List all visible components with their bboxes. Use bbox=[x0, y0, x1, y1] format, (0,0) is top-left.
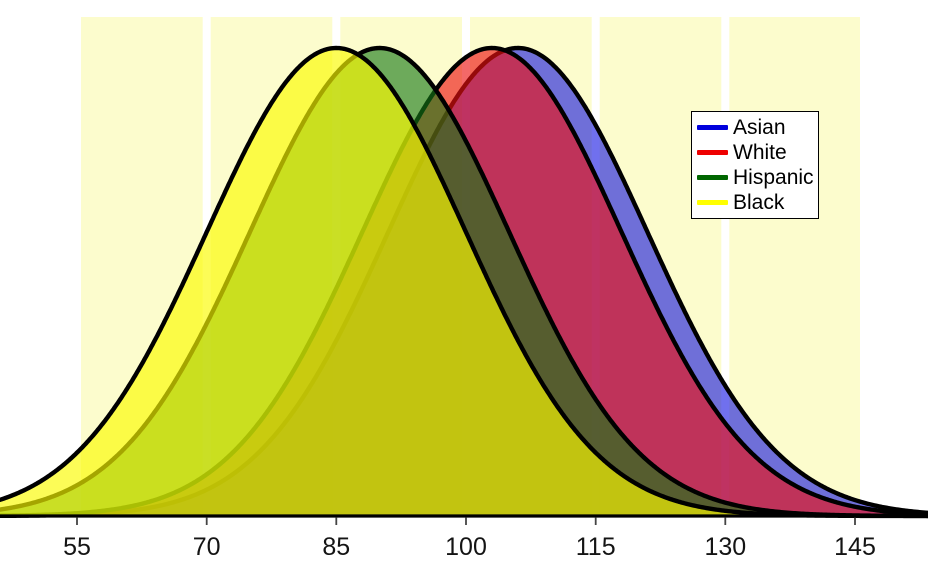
legend-line-swatch-white bbox=[697, 150, 728, 155]
legend: Asian White Hispanic Black bbox=[691, 111, 819, 219]
legend-label-asian: Asian bbox=[733, 116, 786, 139]
legend-item-asian: Asian bbox=[697, 115, 813, 140]
x-tick-label-55: 55 bbox=[63, 533, 91, 561]
x-tick-label-145: 145 bbox=[834, 533, 876, 561]
x-tick-label-70: 70 bbox=[192, 533, 221, 561]
legend-item-hispanic: Hispanic bbox=[697, 165, 814, 190]
x-tick-label-130: 130 bbox=[704, 533, 747, 561]
legend-label-hispanic: Hispanic bbox=[733, 166, 814, 189]
x-tick-label-100: 100 bbox=[445, 533, 487, 561]
legend-line-swatch-asian bbox=[697, 125, 728, 130]
legend-item-black: Black bbox=[697, 190, 813, 215]
legend-line-swatch-hispanic bbox=[697, 175, 728, 180]
gridline-130 bbox=[721, 17, 730, 516]
legend-item-white: White bbox=[697, 140, 813, 165]
legend-label-white: White bbox=[733, 141, 787, 164]
x-tick-label-85: 85 bbox=[322, 533, 351, 561]
legend-line-swatch-black bbox=[697, 200, 728, 205]
x-tick-label-115: 115 bbox=[575, 533, 616, 561]
legend-label-black: Black bbox=[733, 191, 785, 214]
bell-curve-fill-black bbox=[0, 48, 928, 516]
